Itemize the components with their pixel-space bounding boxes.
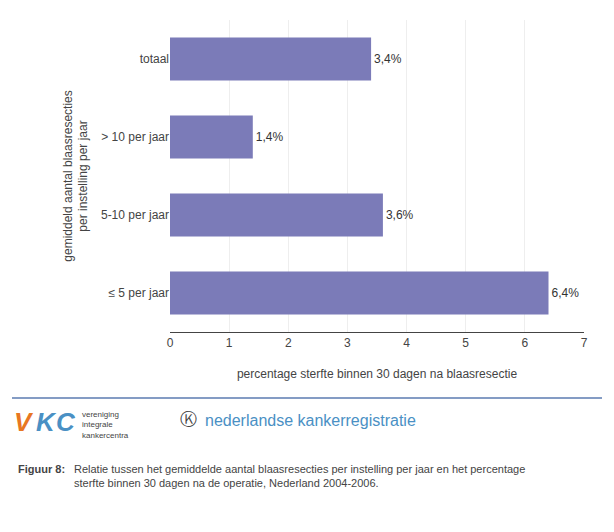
svg-text:K: K xyxy=(36,407,57,437)
svg-text:Relatie tussen het gemiddelde: Relatie tussen het gemiddelde aantal bla… xyxy=(74,463,525,489)
svg-text:gemiddeld aantal blaasresectie: gemiddeld aantal blaasresectiesper inste… xyxy=(61,90,91,261)
svg-text:3,4%: 3,4% xyxy=(374,52,402,66)
svg-text:4: 4 xyxy=(403,336,410,350)
svg-text:0: 0 xyxy=(167,336,174,350)
svg-text:totaal: totaal xyxy=(140,52,169,66)
svg-text:nederlandse kankerregistratie: nederlandse kankerregistratie xyxy=(205,412,416,429)
svg-text:1,4%: 1,4% xyxy=(256,130,284,144)
svg-text:Ⓚ: Ⓚ xyxy=(180,410,197,429)
svg-text:6: 6 xyxy=(522,336,529,350)
svg-text:6,4%: 6,4% xyxy=(552,286,580,300)
svg-text:5-10 per jaar: 5-10 per jaar xyxy=(101,208,169,222)
svg-text:3,6%: 3,6% xyxy=(386,208,414,222)
svg-text:C: C xyxy=(56,407,76,437)
svg-text:V: V xyxy=(14,407,34,437)
svg-text:> 10 per jaar: > 10 per jaar xyxy=(101,130,169,144)
svg-text:Figuur 8:: Figuur 8: xyxy=(18,463,65,475)
svg-text:≤ 5 per jaar: ≤ 5 per jaar xyxy=(108,286,169,300)
svg-text:percentage sterfte binnen 30 d: percentage sterfte binnen 30 dagen na bl… xyxy=(237,367,518,381)
svg-text:2: 2 xyxy=(285,336,292,350)
svg-text:5: 5 xyxy=(462,336,469,350)
svg-text:1: 1 xyxy=(226,336,233,350)
svg-text:3: 3 xyxy=(344,336,351,350)
svg-text:verenigingintegralekankercentr: verenigingintegralekankercentra xyxy=(82,410,129,440)
svg-text:7: 7 xyxy=(581,336,588,350)
